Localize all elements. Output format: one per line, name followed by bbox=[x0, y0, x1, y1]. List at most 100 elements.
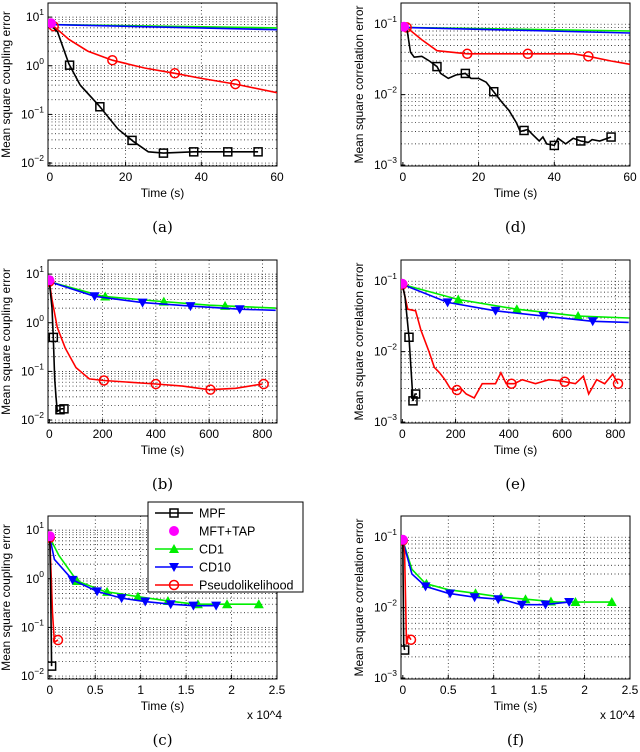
data-point bbox=[538, 312, 549, 322]
series-cd10 bbox=[49, 23, 277, 31]
y-tick-label: 10−1 bbox=[21, 104, 44, 121]
data-point bbox=[401, 278, 408, 289]
data-point bbox=[506, 378, 517, 389]
series-mft-tap bbox=[48, 531, 55, 542]
x-tick-label: 40 bbox=[195, 170, 209, 184]
plot-area bbox=[401, 278, 629, 406]
series-mpf bbox=[401, 284, 421, 406]
series-line bbox=[401, 284, 417, 402]
legend-marker bbox=[169, 526, 179, 536]
y-tick-exponent: 0 bbox=[39, 313, 44, 323]
data-point bbox=[188, 601, 199, 611]
series-line bbox=[402, 540, 612, 603]
y-tick-label: 10−3 bbox=[374, 668, 397, 685]
x-tick-label: 20 bbox=[119, 170, 133, 184]
x-tick-label: 800 bbox=[252, 427, 272, 441]
legend: MPF MFT+TAP CD1 CD10 Pseudolikelihood bbox=[147, 501, 304, 593]
x-tick-label: 1 bbox=[490, 683, 497, 697]
y-tick-label: 101 bbox=[26, 520, 44, 537]
y-tick-label: 10−1 bbox=[374, 527, 397, 544]
x-tick-label: 600 bbox=[552, 427, 572, 441]
x-axis-label: Time (s) bbox=[494, 186, 538, 200]
y-tick-label: 10−2 bbox=[374, 598, 397, 615]
x-tick-label: 2 bbox=[228, 683, 235, 697]
x-tick-label: 20 bbox=[472, 170, 486, 184]
y-tick-label: 10−2 bbox=[21, 153, 44, 170]
y-axis-label: Mean square correlation error bbox=[352, 518, 366, 676]
data-point bbox=[48, 531, 55, 542]
x-tick-label: 800 bbox=[605, 427, 625, 441]
legend-marker bbox=[169, 508, 179, 518]
data-point bbox=[410, 389, 421, 399]
series-line bbox=[402, 26, 630, 34]
y-tick-label: 10−2 bbox=[21, 410, 44, 427]
data-point bbox=[451, 384, 463, 396]
x-tick-label: 0 bbox=[46, 683, 53, 697]
panel-caption: (e) bbox=[505, 475, 526, 493]
panel-e: 0 200 400 600 800 10−1 10−2 10−3 Time (s) Mean sq… bbox=[352, 259, 631, 493]
x-tick-label: 0.5 bbox=[87, 683, 104, 697]
axes-box bbox=[400, 259, 631, 424]
data-point bbox=[488, 86, 499, 97]
data-point bbox=[230, 78, 241, 90]
data-point bbox=[576, 136, 586, 146]
data-point bbox=[107, 54, 118, 66]
legend-label: MFT+TAP bbox=[199, 525, 255, 539]
y-tick-exponent: −2 bbox=[34, 666, 44, 676]
y-tick-exponent: −1 bbox=[387, 271, 397, 281]
y-tick-exponent: −1 bbox=[387, 14, 397, 24]
series-pseudolikelihood bbox=[401, 22, 630, 66]
legend-item-cd1: CD1 bbox=[155, 543, 224, 557]
data-point bbox=[442, 298, 453, 308]
data-point bbox=[258, 378, 269, 390]
series-line bbox=[402, 26, 612, 147]
x-tick-label: 40 bbox=[548, 170, 562, 184]
data-point bbox=[564, 598, 575, 608]
y-tick-exponent: 1 bbox=[39, 7, 44, 17]
legend-item-pseudolikelihood: Pseudolikelihood bbox=[155, 579, 294, 593]
legend-item-mft-tap: MFT+TAP bbox=[169, 525, 255, 539]
y-tick-exponent: −3 bbox=[387, 155, 397, 165]
x-tick-label: 600 bbox=[199, 427, 219, 441]
y-axis-label: Mean square coupling error bbox=[0, 268, 13, 415]
data-point bbox=[405, 634, 417, 645]
x-tick-label: 2 bbox=[581, 683, 588, 697]
series-mft-tap bbox=[401, 534, 408, 545]
y-tick-exponent: −1 bbox=[34, 104, 44, 114]
series-mpf bbox=[48, 537, 57, 671]
x-axis-label: Time (s) bbox=[141, 443, 185, 457]
y-tick-label: 10−1 bbox=[374, 14, 397, 31]
y-axis-label: Mean square coupling error bbox=[0, 11, 13, 158]
data-point bbox=[222, 599, 233, 609]
panel-caption: (b) bbox=[152, 475, 173, 493]
legend-marker bbox=[169, 544, 179, 553]
y-axis-label: Mean square correlation error bbox=[352, 5, 366, 163]
y-tick-label: 10−2 bbox=[21, 666, 44, 683]
data-point bbox=[89, 292, 100, 302]
data-point bbox=[59, 404, 69, 414]
series-line bbox=[48, 281, 64, 413]
legend-item-mpf: MPF bbox=[155, 507, 226, 521]
y-tick-exponent: −2 bbox=[34, 153, 44, 163]
data-point bbox=[95, 102, 105, 112]
series-line bbox=[402, 283, 629, 324]
data-point bbox=[516, 600, 527, 610]
data-point bbox=[511, 304, 522, 314]
x-multiplier: x 10^4 bbox=[600, 708, 635, 722]
x-tick-label: 0 bbox=[400, 170, 407, 184]
x-tick-label: 200 bbox=[446, 427, 466, 441]
data-point bbox=[158, 148, 169, 158]
data-point bbox=[612, 378, 624, 389]
data-point bbox=[116, 594, 127, 604]
legend-marker bbox=[169, 563, 179, 572]
data-point bbox=[559, 376, 571, 387]
series-line bbox=[49, 24, 259, 154]
y-tick-exponent: −1 bbox=[34, 617, 44, 627]
y-tick-label: 101 bbox=[26, 7, 44, 24]
data-point bbox=[432, 61, 442, 72]
x-axis-label: Time (s) bbox=[494, 699, 538, 713]
data-point bbox=[401, 21, 410, 32]
